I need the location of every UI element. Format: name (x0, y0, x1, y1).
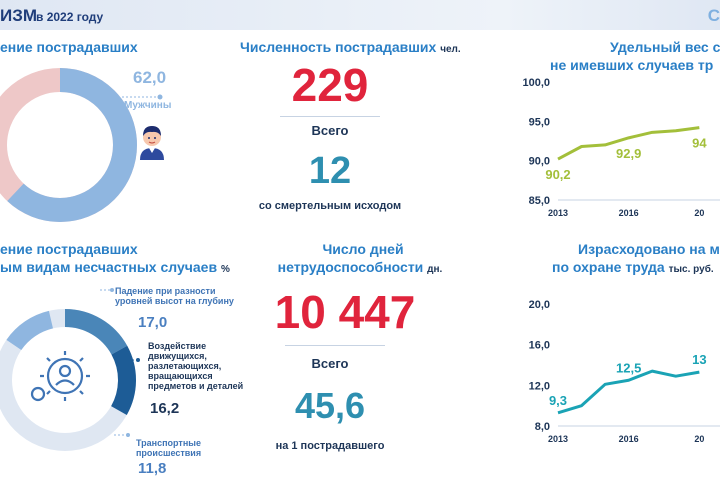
segment-moving-value: 16,2 (150, 400, 180, 417)
sickdays-unit: дн. (427, 264, 443, 275)
types-segment-moving (0, 309, 136, 451)
segment-moving-label: Воздействие движущихся, разлетающихся, в… (148, 341, 244, 391)
types-leader-lines (100, 288, 140, 437)
data-label: 9,3 (549, 393, 567, 408)
segment-fall-label: Падение при разности уровней высот на гл… (115, 286, 234, 306)
x-tick-label: 2016 (619, 434, 639, 444)
sickdays-divider (285, 345, 385, 346)
x-tick-label: 20 (694, 208, 704, 218)
victims-divider (280, 116, 380, 117)
man-avatar-icon (140, 126, 164, 160)
data-label: 90,2 (545, 167, 570, 182)
sickdays-total-value: 10 447 (274, 286, 416, 338)
header-right-text: С (707, 6, 720, 25)
segment-fall-value: 17,0 (138, 314, 168, 331)
chart2-title-line2-text: по охране труда (552, 259, 665, 275)
types-unit: % (220, 264, 230, 275)
y-tick-label: 8,0 (535, 421, 550, 433)
y-tick-label: 85,0 (529, 195, 550, 207)
types-title-line2-text: ым видам несчастных случаев (0, 259, 218, 275)
data-label: 92,9 (616, 146, 641, 161)
y-tick-label: 95,0 (529, 116, 550, 128)
y-tick-label: 12,0 (529, 380, 550, 392)
men-label: Мужчины (124, 100, 172, 111)
types-donut (0, 309, 136, 451)
gear-person-icon (30, 351, 90, 402)
header-bar: ИЗМ в 2022 году С (0, 0, 720, 30)
x-tick-label: 2013 (548, 208, 568, 218)
chart1-title-line1: Удельный вес с (610, 39, 720, 55)
x-tick-label: 20 (694, 434, 704, 444)
header-year: в 2022 году (36, 10, 104, 24)
types-title-line1: ение пострадавших (0, 241, 138, 257)
data-label: 13 (692, 352, 706, 367)
sickdays-title-line1: Число дней (322, 241, 404, 257)
sickdays-per-value: 45,6 (294, 385, 366, 426)
chart1-title-line2: не имевших случаев тр (550, 57, 714, 73)
x-tick-label: 2013 (548, 434, 568, 444)
segment-transport-value: 11,8 (138, 460, 167, 477)
data-label: 94 (692, 136, 707, 151)
victims-fatal-label: со смертельным исходом (258, 200, 402, 212)
victims-total-label: Всего (311, 123, 349, 138)
types-title-line2: ым видам несчастных случаев % (0, 258, 230, 279)
chart2-title-line1: Израсходовано на м (578, 241, 720, 257)
gender-title: ение пострадавших (0, 39, 138, 55)
victims-unit: чел. (440, 44, 461, 55)
chart2-title-line2: по охране труда тыс. руб. (552, 258, 714, 279)
types-segment-fall (0, 309, 136, 451)
men-leader-dot (157, 94, 163, 100)
gender-donut-ring (0, 68, 137, 222)
victims-title: Численность пострадавших чел. (240, 38, 461, 59)
victims-title-text: Численность пострадавших (240, 39, 437, 55)
y-tick-label: 16,0 (529, 340, 550, 352)
sickdays-title-line2-text: нетрудоспособности (277, 259, 424, 275)
victims-total-value: 229 (291, 59, 369, 111)
chart2-unit: тыс. руб. (668, 264, 714, 275)
series-line (557, 369, 700, 415)
victims-fatal-value: 12 (308, 150, 352, 192)
donut-men-segment (0, 68, 137, 222)
sickdays-title-line2: нетрудоспособности дн. (255, 258, 465, 279)
sickdays-total-label: Всего (311, 356, 349, 371)
sickdays-per-label: на 1 пострадавшего (275, 440, 385, 452)
segment-transport-label: Транспортные происшествия (136, 438, 202, 458)
x-tick-label: 2016 (619, 208, 639, 218)
y-tick-label: 100,0 (522, 77, 550, 89)
series-line (557, 126, 700, 161)
gender-donut (0, 68, 163, 222)
y-tick-label: 20,0 (529, 299, 550, 311)
y-tick-label: 90,0 (529, 156, 550, 168)
men-value: 62,0 (133, 68, 167, 87)
data-label: 12,5 (616, 360, 641, 375)
header-title: ИЗМ (0, 6, 38, 25)
